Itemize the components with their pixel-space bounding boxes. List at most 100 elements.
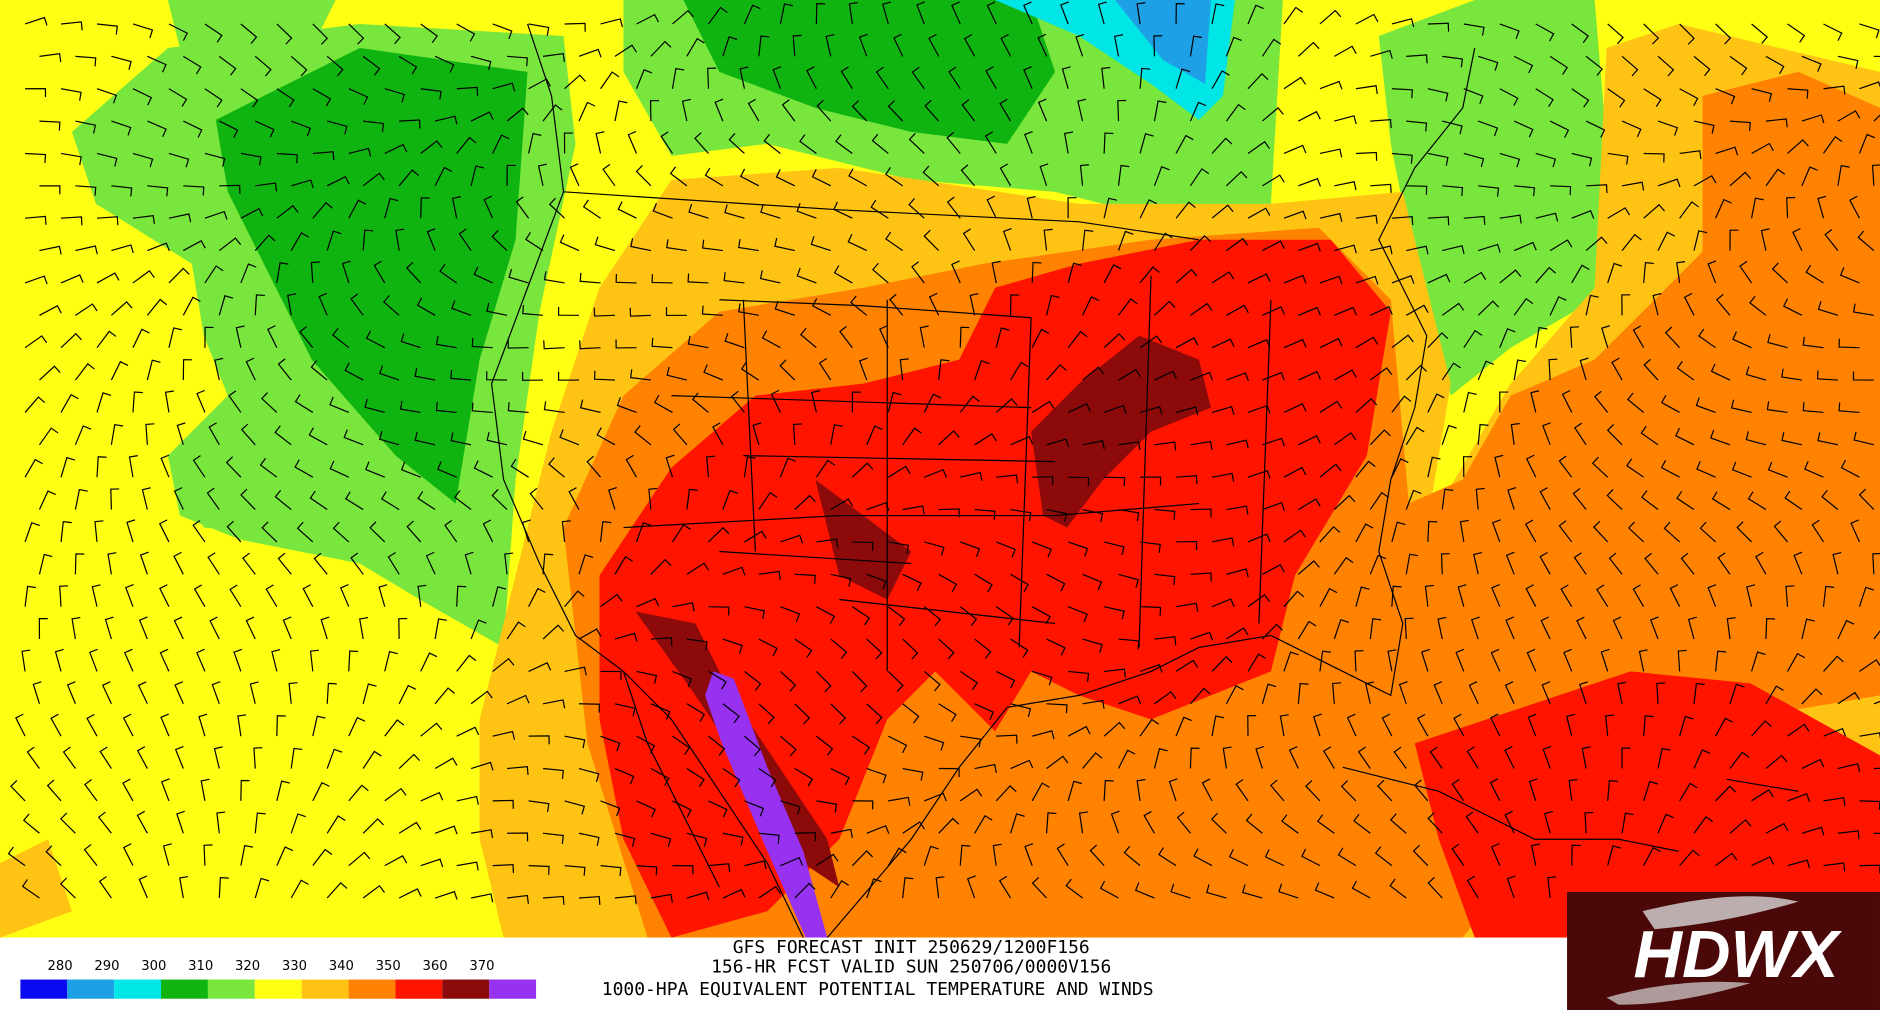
wind-barb	[992, 843, 1002, 866]
wind-barb	[1751, 88, 1773, 102]
wind-barb	[320, 616, 330, 640]
wind-barb	[204, 152, 226, 167]
wind-barb	[59, 877, 76, 899]
wind-barb	[364, 398, 385, 414]
wind-barb	[1579, 357, 1589, 381]
island-outline	[1342, 766, 1799, 852]
wind-barb	[506, 694, 530, 705]
wind-barb	[96, 152, 118, 167]
wind-barb	[1530, 843, 1541, 866]
wind-barb	[1298, 306, 1321, 316]
wind-barb	[1491, 519, 1501, 543]
wind-barb	[309, 649, 320, 672]
legend: 280 290 300 310 320 330 340 350 360 370	[20, 959, 537, 999]
wind-barb	[1002, 227, 1012, 251]
wind-barb	[1189, 687, 1211, 705]
wind-barb	[707, 6, 728, 25]
wind-barb	[1576, 616, 1587, 640]
wind-barb	[830, 424, 843, 445]
wind-barb	[482, 519, 494, 543]
wind-barb	[1154, 300, 1176, 316]
state-line	[742, 275, 1272, 672]
wind-barb	[1765, 118, 1788, 128]
wind-barb	[276, 204, 299, 219]
wind-barb	[1823, 862, 1846, 872]
wind-barb	[1594, 390, 1609, 413]
wind-barb	[650, 768, 670, 786]
wind-barb	[1391, 274, 1415, 284]
wind-barb	[1852, 371, 1874, 381]
wind-barb	[1632, 584, 1645, 607]
wind-barb	[1857, 230, 1875, 252]
wind-barb	[1693, 230, 1708, 251]
wind-barb	[276, 88, 295, 108]
wind-barb	[966, 875, 976, 899]
wind-barb	[1463, 329, 1483, 349]
wind-barb	[434, 115, 458, 125]
wind-barb	[866, 573, 887, 590]
wind-barb	[974, 360, 990, 381]
wind-barb	[1621, 120, 1642, 138]
wind-barb	[752, 422, 762, 445]
wind-barb	[192, 519, 206, 543]
wind-barb	[384, 143, 408, 155]
wind-barb	[1442, 120, 1463, 135]
wind-barb	[830, 638, 848, 659]
wind-barb	[1525, 454, 1537, 478]
wind-barb	[1715, 717, 1733, 737]
wind-barb	[1773, 520, 1788, 543]
wind-barb	[781, 99, 796, 122]
wind-barb	[470, 690, 493, 705]
wind-barb	[1103, 541, 1125, 556]
wind-barb	[1226, 568, 1249, 578]
wind-barb	[1176, 811, 1191, 834]
wind-barb	[600, 865, 622, 877]
wind-barb	[1104, 668, 1126, 678]
wind-barb	[1369, 429, 1391, 446]
wind-barb	[15, 713, 26, 737]
wind-barb	[687, 335, 709, 349]
wind-barb	[1455, 648, 1465, 672]
wind-barb	[1211, 655, 1233, 672]
wind-barb	[277, 552, 292, 575]
wind-barb	[1549, 120, 1570, 138]
wind-barb	[310, 261, 320, 283]
wind-barb	[1079, 164, 1089, 186]
wind-barb	[707, 67, 717, 89]
wind-barb	[145, 423, 155, 445]
wind-barb	[38, 427, 59, 446]
wind-barb	[287, 293, 297, 316]
wind-barb	[1398, 681, 1408, 704]
wind-barb	[650, 893, 673, 903]
wind-barb	[1765, 618, 1776, 640]
wind-barb	[1565, 713, 1575, 737]
wind-barb	[686, 703, 706, 722]
wind-barb	[1010, 435, 1034, 446]
wind-barb	[739, 66, 749, 89]
wind-barb	[146, 359, 161, 381]
wind-barb	[1541, 681, 1551, 705]
wind-barb	[1333, 494, 1356, 510]
legend-swatch	[442, 979, 490, 999]
wind-barb	[1584, 811, 1594, 834]
wind-barb	[1082, 296, 1100, 316]
wind-barb	[625, 454, 638, 478]
wind-barb	[1391, 88, 1413, 99]
wind-barb	[1548, 358, 1558, 381]
wind-barb	[579, 340, 601, 350]
wind-barb	[196, 648, 206, 672]
wind-barb	[486, 302, 508, 316]
wind-barb	[671, 67, 685, 89]
wind-barb	[1687, 616, 1697, 640]
wind-barb	[1334, 244, 1357, 254]
wind-barb	[1369, 618, 1382, 640]
wind-barb	[794, 494, 816, 510]
wind-barb	[1226, 627, 1249, 640]
wind-barb	[959, 326, 970, 348]
wind-barb	[249, 681, 259, 704]
wind-barb	[564, 666, 587, 676]
wind-barb	[1297, 41, 1320, 57]
wind-barb	[456, 795, 479, 805]
wind-barb	[1139, 199, 1157, 219]
wind-barb	[1837, 110, 1861, 122]
